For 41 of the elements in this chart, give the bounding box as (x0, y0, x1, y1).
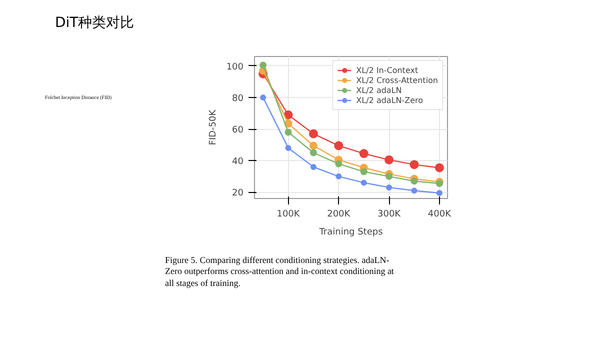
point (336, 173, 342, 180)
caption: Figure 5. Comparing different conditioning strategies. adaLN-Zero outperforms cross-attention and in-context conditioning at all stages of training. (165, 255, 395, 289)
x-axis-title: Training Steps (318, 228, 384, 238)
point (260, 94, 266, 101)
point (309, 142, 318, 150)
point (310, 164, 316, 170)
point (284, 128, 292, 136)
text: DiT种类对比 (55, 14, 134, 33)
point (411, 188, 418, 194)
y-tick-label: 40 (232, 157, 244, 168)
point (436, 190, 442, 196)
y-tick-label: 60 (232, 126, 244, 136)
y-tick-label: 80 (232, 94, 244, 104)
y-tick-label: 20 (232, 188, 244, 199)
x-tick-label: 100K (276, 210, 301, 220)
point (310, 149, 317, 156)
point (436, 180, 443, 188)
y-tick-label: 100 (226, 62, 244, 72)
x-tick-label: 300K (378, 210, 402, 220)
point (386, 184, 392, 190)
point (410, 160, 419, 170)
legend-label: XL/2 adaLN (356, 85, 402, 95)
point (410, 178, 418, 185)
point (360, 180, 367, 186)
point (285, 145, 292, 152)
y-axis-title: FID-50K (208, 108, 218, 146)
point (284, 110, 293, 120)
point (260, 62, 267, 69)
point (360, 168, 368, 176)
point (359, 149, 368, 158)
legend-label: XL/2 adaLN-Zero (356, 95, 424, 105)
point (334, 141, 344, 150)
point (335, 160, 342, 168)
legend-label: XL/2 In-Context (356, 65, 418, 75)
legend-label: XL/2 Cross-Attention (356, 75, 438, 85)
x-tick-label: 200K (327, 210, 352, 220)
x-tick-label: 400K (428, 210, 452, 220)
point (308, 129, 318, 138)
point (386, 172, 393, 180)
point (434, 163, 444, 172)
point (384, 155, 394, 164)
